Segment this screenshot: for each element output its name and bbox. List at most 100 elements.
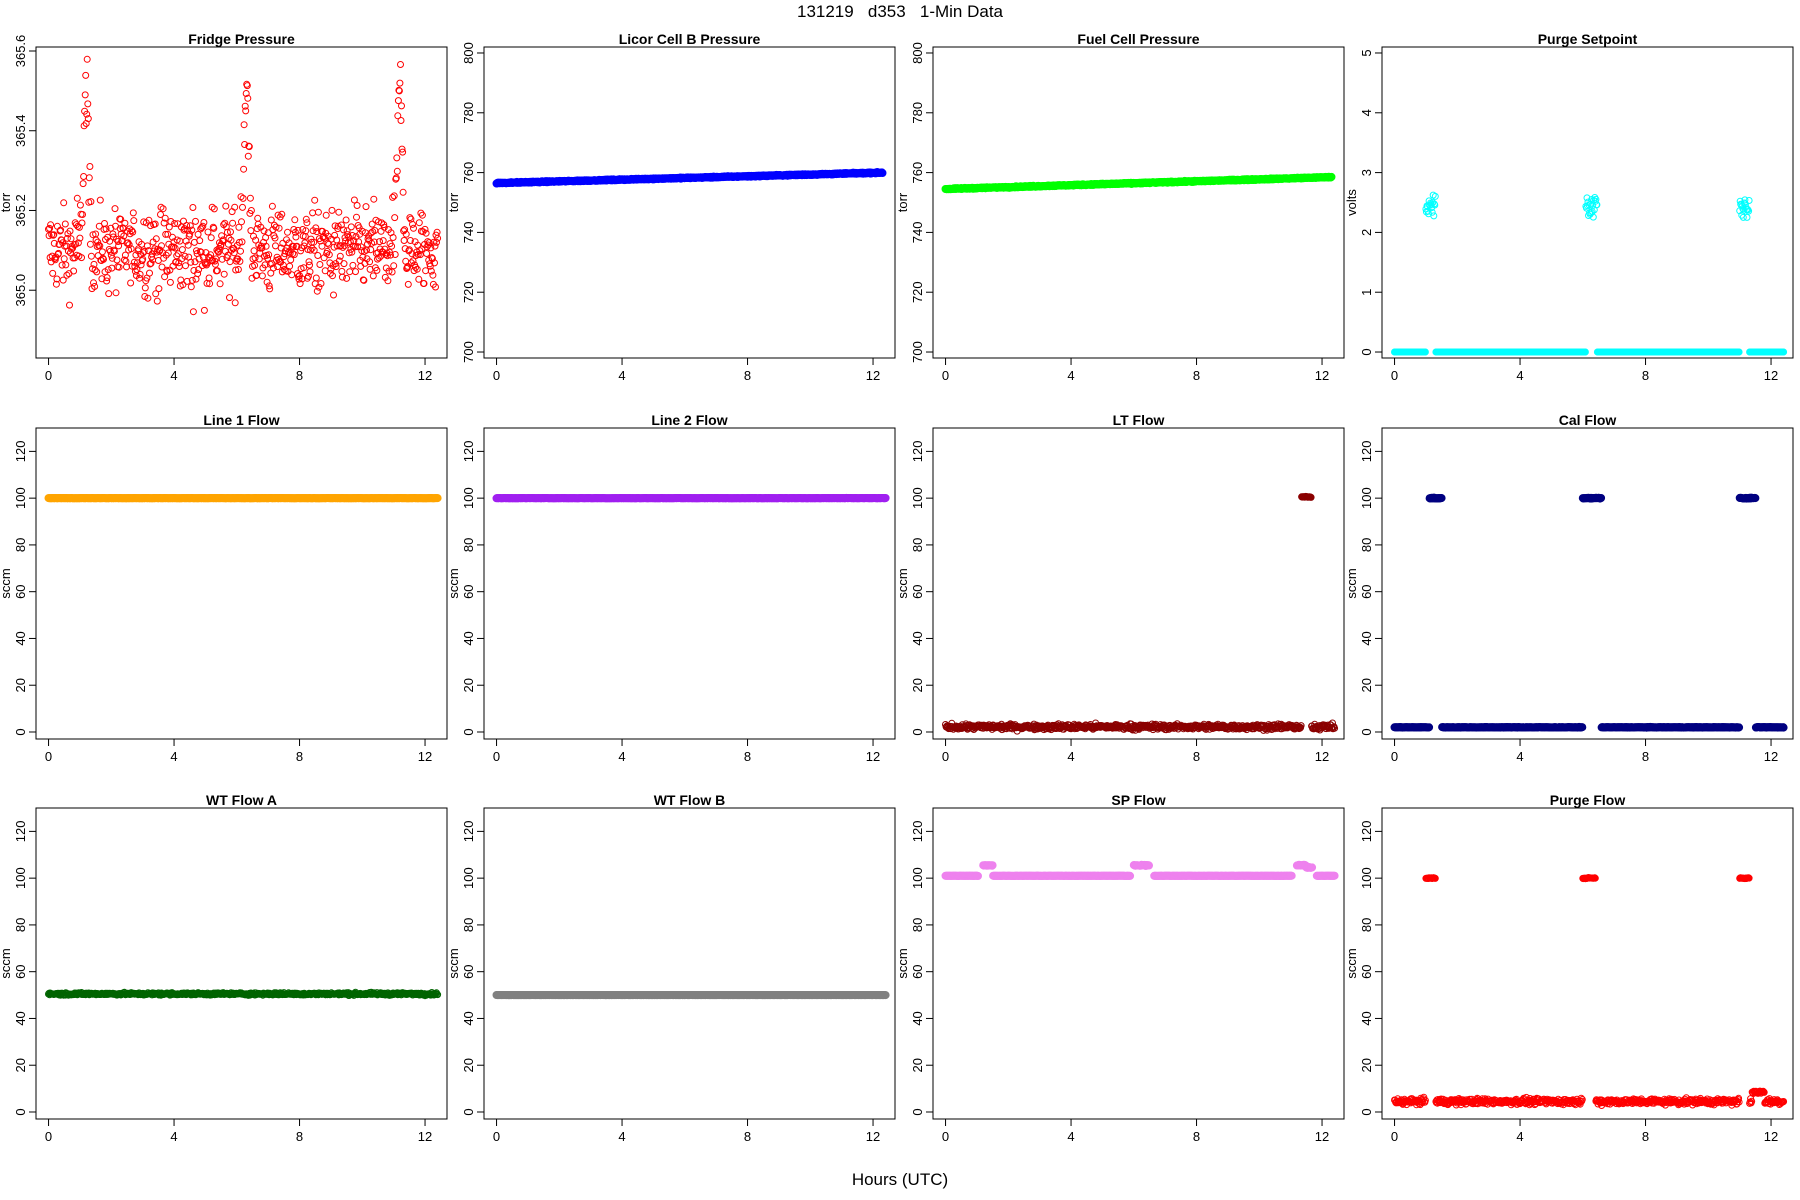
data-point: [416, 247, 424, 255]
data-point: [188, 226, 196, 234]
data-point: [49, 269, 57, 277]
data-point: [394, 97, 402, 105]
data-point: [114, 238, 122, 245]
data-point: [332, 263, 340, 271]
data-point: [63, 234, 71, 242]
data-point: [130, 258, 138, 266]
data-point: [324, 239, 332, 247]
data-point: [266, 285, 274, 293]
panel-title: Purge Setpoint: [1538, 31, 1638, 47]
data-point: [81, 91, 89, 99]
data-point: [82, 71, 90, 79]
y-axis-label: sccm: [0, 568, 13, 598]
data-point: [241, 102, 249, 110]
data-point: [1593, 201, 1601, 209]
data-point: [61, 220, 69, 228]
y-tick-label: 780: [910, 102, 925, 124]
data-point: [297, 247, 305, 255]
y-tick-label: 40: [13, 631, 28, 645]
y-tick-label: 365.6: [13, 35, 28, 68]
data-point: [368, 220, 376, 228]
data-point: [1327, 172, 1336, 181]
data-point: [96, 242, 104, 250]
data-point: [294, 226, 302, 234]
data-point: [1739, 213, 1747, 221]
data-point: [237, 193, 245, 201]
data-point: [402, 230, 410, 238]
data-point: [260, 227, 268, 235]
x-tick-label: 4: [618, 749, 625, 764]
data-point: [130, 217, 138, 225]
data-point: [253, 225, 261, 233]
data-points: [941, 172, 1336, 194]
data-point: [335, 208, 343, 216]
data-point: [349, 261, 357, 269]
data-point: [413, 265, 421, 273]
data-point: [195, 266, 203, 273]
data-point: [215, 248, 222, 256]
data-point: [383, 252, 391, 260]
data-point: [78, 254, 85, 262]
data-point: [391, 214, 399, 222]
data-point: [423, 243, 431, 251]
data-point: [136, 270, 144, 278]
data-point: [287, 256, 295, 264]
data-point: [167, 218, 175, 225]
y-tick-label: 5: [1359, 49, 1374, 56]
data-point: [415, 219, 423, 227]
data-point: [427, 244, 435, 252]
data-point: [45, 225, 52, 233]
data-point: [353, 213, 360, 221]
data-point: [362, 203, 370, 211]
data-point: [224, 251, 232, 259]
data-point: [429, 271, 437, 279]
data-point: [423, 250, 431, 257]
data-point: [184, 241, 192, 249]
y-tick-label: 1: [1359, 289, 1374, 296]
data-point: [345, 249, 353, 257]
data-point: [1430, 212, 1438, 220]
data-point: [878, 168, 887, 177]
data-point: [261, 261, 269, 269]
data-point: [83, 55, 91, 63]
data-point: [152, 235, 160, 243]
data-point: [159, 205, 167, 213]
x-tick-label: 0: [493, 368, 500, 383]
data-point: [401, 245, 409, 253]
data-point: [414, 251, 422, 258]
data-point: [406, 214, 414, 222]
y-axis-label: torr: [0, 192, 13, 212]
data-point: [380, 223, 388, 231]
data-point: [122, 257, 130, 265]
plot-frame: [1381, 46, 1794, 359]
data-point: [338, 267, 346, 275]
x-tick-label: 0: [45, 368, 52, 383]
x-tick-label: 4: [170, 368, 177, 383]
data-point: [51, 256, 59, 264]
data-point: [340, 260, 348, 268]
data-point: [226, 294, 233, 302]
data-point: [422, 229, 430, 237]
data-points: [492, 493, 890, 503]
data-point: [431, 242, 439, 250]
data-point: [1428, 208, 1436, 216]
data-point: [78, 219, 86, 227]
data-point: [291, 216, 299, 224]
data-point: [108, 264, 116, 272]
data-point: [161, 214, 169, 222]
data-point: [295, 273, 302, 281]
data-point: [90, 279, 97, 287]
data-point: [267, 216, 275, 224]
y-tick-label: 80: [13, 538, 28, 552]
data-point: [170, 243, 177, 251]
data-point: [412, 263, 420, 271]
data-point: [271, 234, 279, 242]
data-point: [162, 251, 170, 259]
data-point: [57, 226, 65, 234]
data-point: [93, 268, 101, 276]
data-point: [87, 252, 95, 260]
data-point: [264, 254, 272, 262]
data-point: [127, 245, 135, 253]
data-point: [221, 219, 229, 227]
data-point: [278, 210, 286, 218]
